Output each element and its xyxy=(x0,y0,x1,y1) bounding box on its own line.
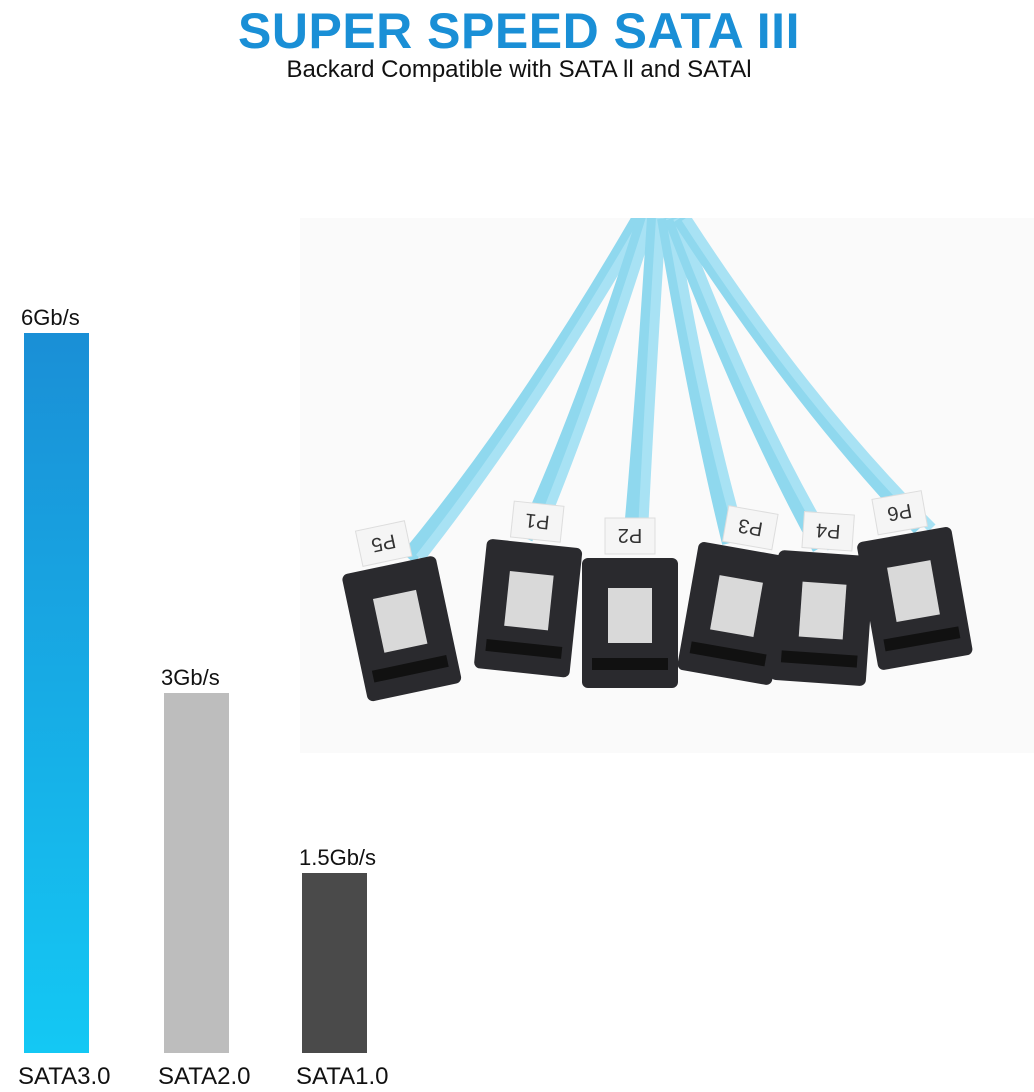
headline-title: SUPER SPEED SATA III xyxy=(238,3,800,59)
port-label: P3 xyxy=(737,514,765,540)
port-label: P2 xyxy=(618,524,642,546)
cable xyxy=(416,218,651,562)
connector-slot xyxy=(592,658,668,670)
cable xyxy=(637,218,666,554)
bar-SATA3.0 xyxy=(24,333,89,1053)
category-label: SATA1.0 xyxy=(296,1063,388,1090)
port-label: P5 xyxy=(369,529,398,556)
connector-slot xyxy=(371,654,449,683)
cable xyxy=(622,218,663,554)
speed-bar-chart: 6Gb/s SATA3.0 3Gb/s SATA2.0 1.5Gb/s SATA1.0 xyxy=(18,305,388,1090)
connector-P1: P1 xyxy=(474,500,583,678)
connector-P3: P3 xyxy=(677,505,793,685)
cable xyxy=(657,218,738,545)
metal-latch xyxy=(504,571,554,631)
port-label-tag xyxy=(354,520,413,567)
port-label-tag xyxy=(871,490,929,536)
cable xyxy=(673,218,837,551)
connector-P4: P4 xyxy=(770,511,875,686)
bar-value-label: 6Gb/s xyxy=(21,305,80,330)
bar-SATA1.0 xyxy=(302,873,367,1053)
metal-latch xyxy=(608,588,652,643)
connector-slot xyxy=(780,650,858,668)
metal-latch xyxy=(798,581,847,640)
sata-cable-photo: P5 P1 P2 P3 P4 P6 xyxy=(300,218,1034,753)
connector-P6: P6 xyxy=(857,490,973,670)
cable xyxy=(532,218,656,540)
connector-P2: P2 xyxy=(582,517,678,688)
port-label: P1 xyxy=(524,508,551,532)
port-label-tag xyxy=(604,517,656,555)
bar-value-label: 3Gb/s xyxy=(161,665,220,690)
category-label: SATA2.0 xyxy=(158,1063,250,1090)
cable xyxy=(664,218,828,552)
port-label-tag xyxy=(509,500,565,543)
port-label: P6 xyxy=(886,499,914,525)
metal-latch xyxy=(372,589,428,653)
bar-value-label: 1.5Gb/s xyxy=(299,845,376,870)
metal-latch xyxy=(710,575,763,637)
port-label-tag xyxy=(721,505,779,551)
port-label: P4 xyxy=(815,518,841,542)
connector-slot xyxy=(689,641,767,667)
cable xyxy=(673,218,926,534)
connector-P5: P5 xyxy=(342,520,462,702)
bar-SATA2.0 xyxy=(164,693,229,1053)
headline-subtitle: Backard Compatible with SATA ll and SATA… xyxy=(286,56,752,83)
cable xyxy=(517,218,653,542)
cable xyxy=(681,218,936,532)
connector-slot xyxy=(883,626,961,652)
metal-latch xyxy=(887,560,940,622)
category-label: SATA3.0 xyxy=(18,1063,110,1090)
connector-slot xyxy=(485,639,563,659)
port-label-tag xyxy=(801,511,855,552)
cable xyxy=(401,218,647,564)
